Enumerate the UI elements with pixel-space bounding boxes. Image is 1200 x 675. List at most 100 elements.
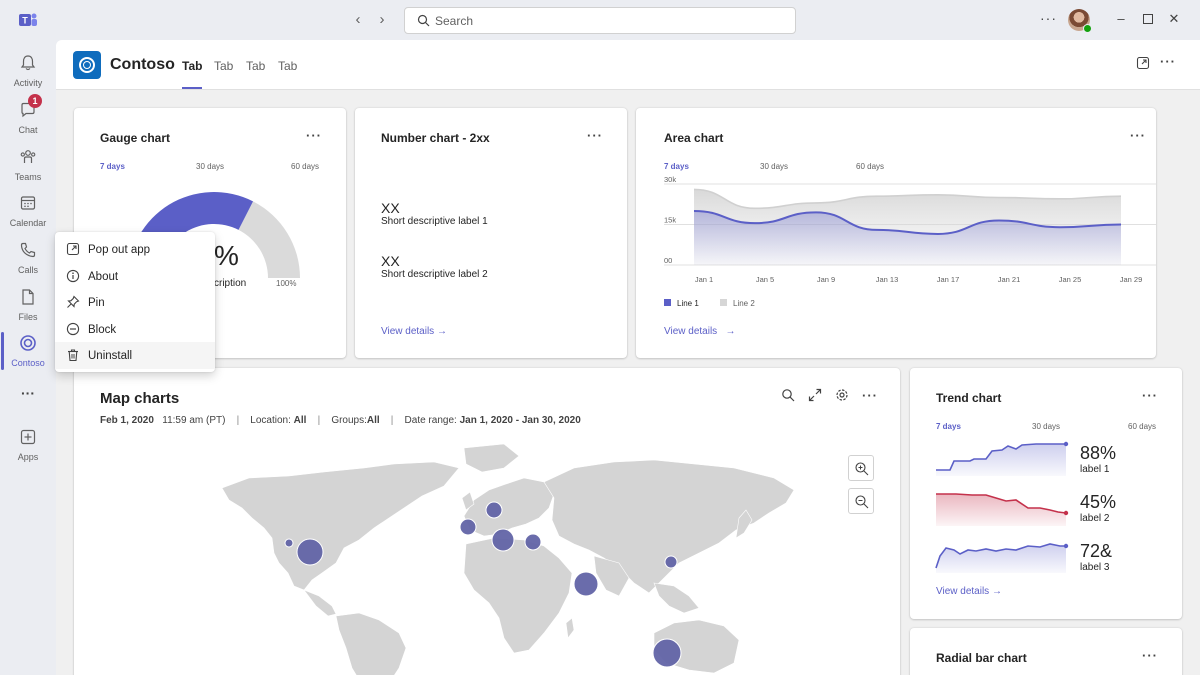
back-arrow-icon[interactable]: ‹ [355,11,361,28]
map-land-southeast-asia [653,582,700,614]
tab-4[interactable]: Tab [278,59,298,73]
forward-arrow-icon[interactable]: › [379,11,385,28]
view-details-label: View details [936,586,990,597]
menu-item-about[interactable]: About [55,263,215,290]
range-30-days[interactable]: 30 days [1032,422,1061,431]
search-box[interactable] [404,7,796,34]
legend-swatch [720,299,727,306]
file-icon [22,289,34,305]
tab-3[interactable]: Tab [246,59,266,73]
range-7-days[interactable]: 7 days [936,422,961,431]
location-label: Location: [250,415,291,426]
map-land-uk [461,491,475,511]
card-more-icon[interactable]: ··· [1130,128,1146,143]
sparkline-1-end [1063,441,1069,447]
card-title: Radial bar chart [936,651,1027,665]
legend-item-line-1[interactable]: Line 1 [664,299,699,308]
x-tick-label: Jan 17 [937,275,960,284]
left-rail: Activity 1 Chat Teams Calendar Calls Fil… [0,40,56,675]
x-tick-label: Jan 1 [695,275,713,284]
map-bubble [284,538,294,548]
location-value[interactable]: All [293,415,307,426]
tab-2[interactable]: Tab [214,59,234,73]
map-filters: Feb 1, 2020 11:59 am (PT) | Location: Al… [100,415,581,426]
x-tick-label: Jan 5 [756,275,774,284]
rail-item-contoso[interactable]: Contoso [0,332,56,378]
rail-item-label: Calls [17,265,38,275]
header-more-icon[interactable]: ··· [1160,54,1176,69]
range-7-days[interactable]: 7 days [664,162,689,171]
number-chart-card: Number chart - 2xx ··· XX Short descript… [355,108,627,358]
menu-item-uninstall[interactable]: Uninstall [55,342,215,369]
rail-item-label: Contoso [11,358,45,368]
x-tick-label: Jan 9 [817,275,835,284]
card-more-icon[interactable]: ··· [1142,648,1158,663]
rail-item-apps[interactable]: Apps [0,426,56,472]
contoso-logo-icon [73,51,101,79]
gear-icon[interactable] [835,388,849,402]
world-map [221,443,795,675]
maximize-icon[interactable] [1140,11,1156,27]
trend-label-3: label 3 [1080,562,1110,573]
rail-item-files[interactable]: Files [0,286,56,332]
groups-value[interactable]: All [366,415,380,426]
radial-bar-chart-card: Radial bar chart ··· [910,628,1182,675]
tab-1[interactable]: Tab [182,59,203,89]
app-content: Contoso Tab Tab Tab Tab ··· Gauge chart … [56,40,1200,675]
view-details-link[interactable]: View details → [664,326,736,337]
rail-item-chat[interactable]: 1 Chat [0,94,56,145]
teams-icon [20,150,36,163]
area-series-1-fill [694,211,1121,265]
rail-item-label: Activity [13,78,43,88]
card-more-icon[interactable]: ··· [306,128,322,143]
range-7-days[interactable]: 7 days [100,162,125,171]
menu-item-pop-out-app[interactable]: Pop out app [55,236,215,263]
avatar[interactable] [1068,9,1092,33]
range-30-days[interactable]: 30 days [196,162,225,171]
map-bubble [664,555,678,569]
range-value[interactable]: Jan 1, 2020 - Jan 30, 2020 [459,415,581,426]
range-30-days[interactable]: 30 days [760,162,789,171]
rail-item-calls[interactable]: Calls [0,239,56,285]
gauge-description: cription [214,278,247,289]
rail-item-teams[interactable]: Teams [0,146,56,192]
calendar-icon [20,196,36,210]
rail-item-calendar[interactable]: Calendar [0,192,56,238]
card-more-icon[interactable]: ··· [862,388,878,403]
gauge-value: % [214,240,239,271]
search-icon[interactable] [781,388,795,402]
menu-item-block[interactable]: Block [55,316,215,343]
range-60-days[interactable]: 60 days [856,162,885,171]
menu-item-pin[interactable]: Pin [55,289,215,316]
close-icon[interactable]: ✕ [1168,11,1180,26]
more-options-icon[interactable]: ··· [1040,10,1057,26]
trend-sparklines [935,441,1069,573]
minimize-icon[interactable]: – [1117,11,1125,26]
map-bubble [459,518,477,536]
expand-icon[interactable] [808,388,822,402]
view-details-link[interactable]: View details → [936,586,1002,597]
legend-item-line-2[interactable]: Line 2 [720,299,755,308]
menu-item-label: Block [88,323,117,336]
y-tick-label: 15k [664,216,676,225]
bell-icon [20,55,36,71]
map-bubble [491,528,515,552]
area-chart-card: Area chart ··· 7 days 30 days 60 days 30… [636,108,1156,358]
teams-logo-icon[interactable]: T [18,10,38,30]
notification-badge: 1 [28,94,42,108]
popout-icon[interactable] [1135,56,1151,72]
groups-label: Groups: [331,415,367,426]
pin-icon [67,295,80,309]
range-60-days[interactable]: 60 days [1128,422,1157,431]
trend-chart-card: Trend chart ··· 7 days 30 days 60 days 8… [910,368,1182,619]
rail-item-more[interactable]: ··· [0,385,56,431]
sparkline-2-line [936,493,1067,514]
range-60-days[interactable]: 60 days [291,162,320,171]
card-more-icon[interactable]: ··· [1142,388,1158,403]
zoom-out-button[interactable] [848,488,874,514]
view-details-link[interactable]: View details → [381,326,447,337]
card-more-icon[interactable]: ··· [587,128,603,143]
rail-item-activity[interactable]: Activity [0,52,56,98]
zoom-in-button[interactable] [848,455,874,481]
search-input[interactable] [435,12,775,30]
